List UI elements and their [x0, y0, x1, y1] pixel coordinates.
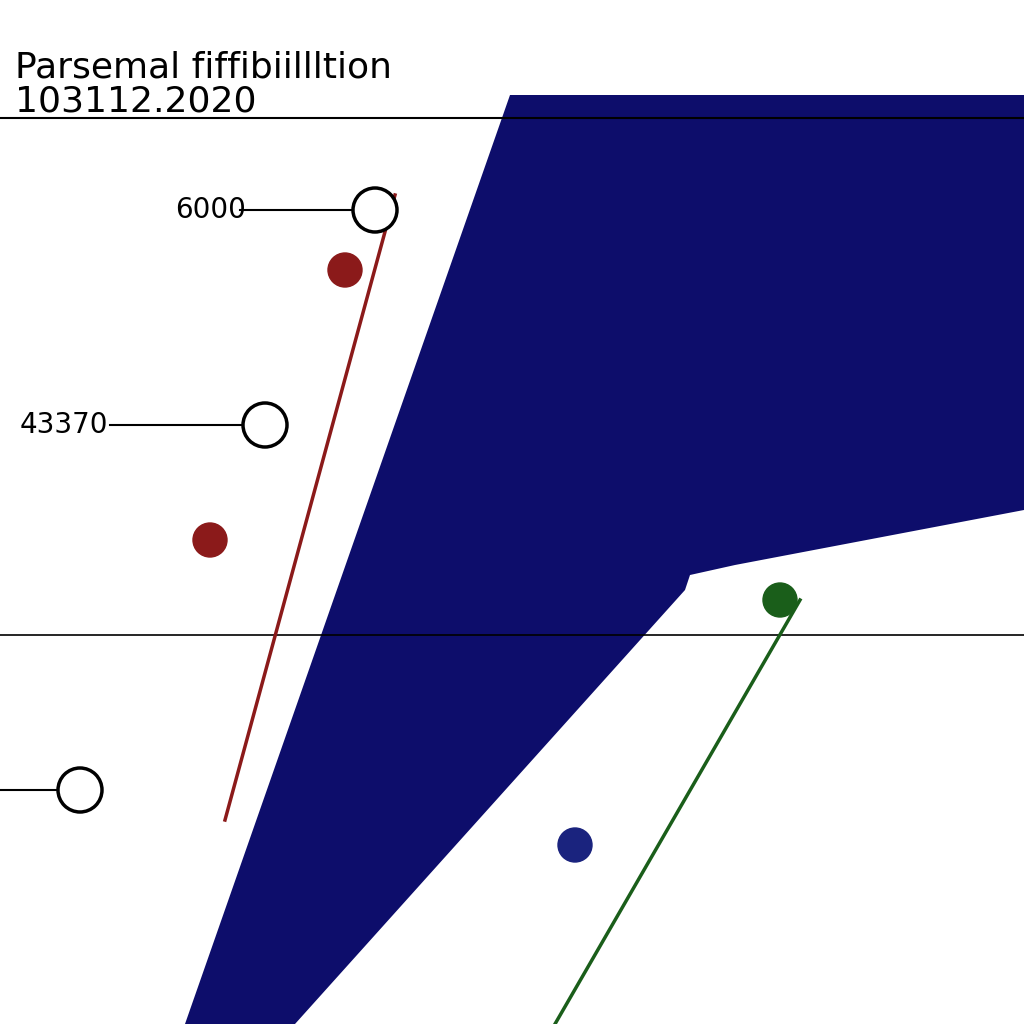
Circle shape [328, 253, 362, 287]
Circle shape [193, 523, 227, 557]
Text: 6000: 6000 [175, 196, 246, 224]
Text: 43370: 43370 [20, 411, 109, 439]
Circle shape [558, 828, 592, 862]
Circle shape [243, 403, 287, 447]
Circle shape [353, 188, 397, 232]
Circle shape [763, 583, 797, 617]
Text: Parsemal fiffibiillltion: Parsemal fiffibiillltion [15, 50, 392, 84]
Text: 103112.2020: 103112.2020 [15, 85, 256, 119]
Polygon shape [185, 95, 1024, 1024]
Circle shape [58, 768, 102, 812]
